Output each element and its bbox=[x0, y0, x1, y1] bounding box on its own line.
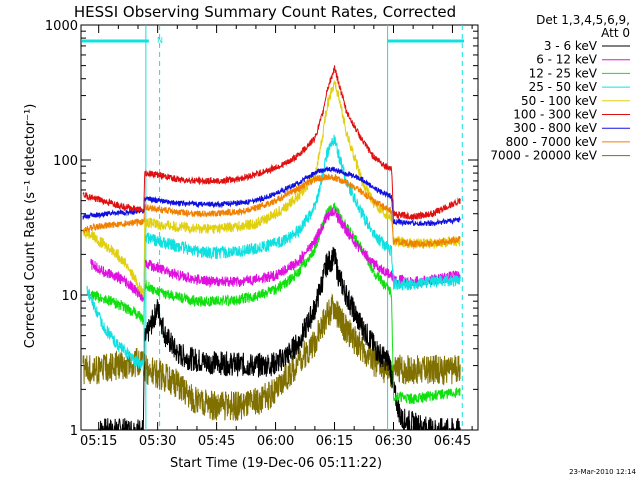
plot-frame bbox=[80, 24, 479, 431]
series-line bbox=[90, 202, 461, 405]
x-tick-label: 06:00 bbox=[257, 434, 294, 449]
x-tick-label: 06:30 bbox=[375, 434, 412, 449]
chart-title: HESSI Observing Summary Count Rates, Cor… bbox=[74, 3, 456, 21]
legend-label: 50 - 100 keV bbox=[521, 94, 598, 108]
series-line bbox=[86, 134, 461, 371]
legend-label: 800 - 7000 keV bbox=[506, 135, 598, 149]
series-line bbox=[82, 166, 461, 227]
legend-title: Det 1,3,4,5,6,9, bbox=[536, 13, 630, 27]
series-line bbox=[98, 246, 461, 432]
plot-area bbox=[80, 24, 479, 431]
legend-label: 300 - 800 keV bbox=[513, 121, 597, 135]
legend-label: 12 - 25 keV bbox=[529, 66, 598, 80]
y-axis-label: Corrected Count Rate (s⁻¹ detector⁻¹) bbox=[23, 104, 38, 349]
x-axis-label: Start Time (19-Dec-06 05:11:22) bbox=[170, 456, 382, 471]
legend-label: 25 - 50 keV bbox=[529, 80, 598, 94]
y-tick-label: 1 bbox=[70, 424, 78, 439]
series-line bbox=[82, 65, 461, 221]
x-tick-label: 05:45 bbox=[198, 434, 235, 449]
legend-label: 7000 - 20000 keV bbox=[490, 149, 597, 163]
series-line bbox=[82, 293, 461, 421]
x-tick-label: 05:30 bbox=[139, 434, 176, 449]
x-tick-label: 06:15 bbox=[316, 434, 353, 449]
annotation-n: N bbox=[157, 36, 163, 45]
legend-subtitle: Att 0 bbox=[601, 26, 630, 40]
series-line bbox=[82, 80, 461, 298]
footer-timestamp: 23-Mar-2010 12:14 bbox=[569, 468, 636, 476]
legend-label: 100 - 300 keV bbox=[513, 108, 597, 122]
legend-label: 6 - 12 keV bbox=[536, 53, 598, 67]
y-tick-label: 10 bbox=[61, 289, 78, 304]
series-lines bbox=[82, 65, 461, 432]
legend-label: 3 - 6 keV bbox=[544, 39, 598, 53]
series-line bbox=[82, 173, 461, 248]
x-tick-label: 05:15 bbox=[80, 434, 117, 449]
y-tick-label: 100 bbox=[53, 154, 78, 169]
y-axis: 1 10 100 1000 bbox=[45, 19, 478, 439]
x-tick-label: 06:45 bbox=[434, 434, 471, 449]
y-tick-label: 1000 bbox=[45, 19, 78, 34]
x-axis: 05:15 05:30 05:45 06:00 06:15 06:30 06:45 bbox=[80, 25, 473, 449]
